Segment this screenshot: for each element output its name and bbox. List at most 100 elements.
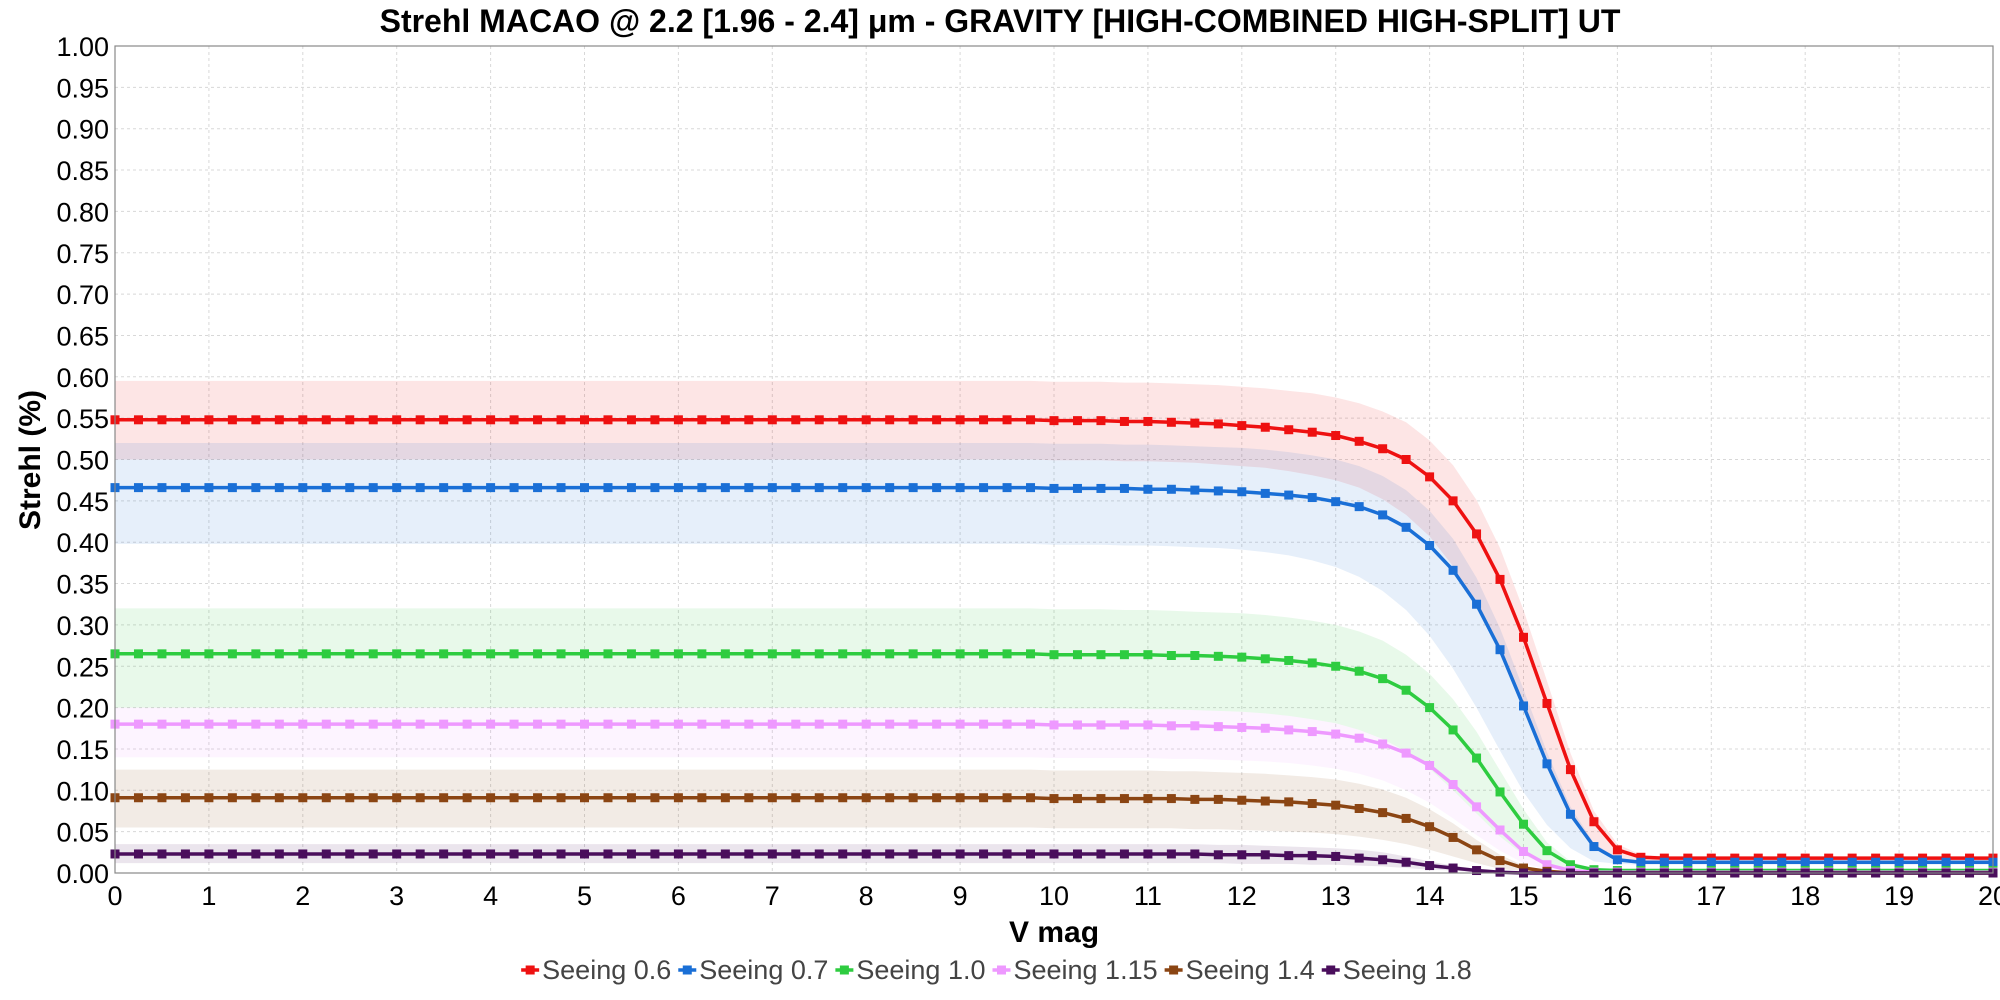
data-point bbox=[462, 649, 472, 659]
data-point bbox=[157, 793, 167, 803]
data-point bbox=[1519, 863, 1528, 873]
y-tick-label: 0.55 bbox=[56, 404, 109, 434]
data-point bbox=[955, 719, 965, 729]
data-point bbox=[1824, 857, 1834, 867]
data-point bbox=[462, 415, 472, 425]
data-point bbox=[556, 649, 566, 659]
data-point bbox=[979, 793, 989, 803]
x-tick-label: 4 bbox=[483, 881, 498, 911]
data-point bbox=[1002, 849, 1012, 859]
data-point bbox=[744, 849, 754, 859]
data-point bbox=[1941, 857, 1951, 867]
data-point bbox=[814, 415, 824, 425]
plot-frame bbox=[114, 45, 1994, 874]
data-point bbox=[580, 649, 589, 659]
data-point bbox=[1307, 799, 1317, 809]
data-point bbox=[227, 793, 237, 803]
data-point bbox=[1519, 819, 1528, 829]
x-tick-label: 19 bbox=[1884, 881, 1914, 911]
data-point bbox=[533, 483, 543, 493]
data-point bbox=[1495, 645, 1505, 655]
data-point bbox=[1166, 417, 1176, 427]
data-point bbox=[1307, 658, 1317, 668]
data-point bbox=[838, 793, 848, 803]
data-point bbox=[486, 793, 496, 803]
y-axis-label: Strehl (%) bbox=[14, 390, 47, 530]
data-point bbox=[580, 483, 589, 493]
data-point bbox=[1072, 849, 1082, 859]
data-point bbox=[885, 719, 895, 729]
data-point bbox=[1284, 725, 1294, 735]
legend-item: Seeing 1.8 bbox=[1321, 955, 1472, 985]
data-point bbox=[1730, 857, 1740, 867]
data-point bbox=[814, 483, 824, 493]
data-point bbox=[932, 483, 942, 493]
data-point bbox=[908, 483, 918, 493]
data-point bbox=[1237, 795, 1247, 805]
legend-item: Seeing 0.7 bbox=[678, 955, 828, 985]
legend-label: Seeing 1.4 bbox=[1186, 955, 1315, 985]
x-tick-label: 2 bbox=[295, 881, 310, 911]
data-point bbox=[157, 483, 167, 493]
data-point bbox=[345, 649, 355, 659]
data-point bbox=[1425, 472, 1435, 482]
data-point bbox=[392, 793, 402, 803]
data-point bbox=[1495, 867, 1505, 877]
data-point bbox=[626, 649, 636, 659]
data-point bbox=[1096, 416, 1106, 426]
data-point bbox=[1119, 483, 1129, 493]
axis-ticks: 012345678910111213141516171819200.000.05… bbox=[56, 32, 2000, 911]
legend-item: Seeing 0.6 bbox=[521, 955, 671, 985]
data-point bbox=[1096, 794, 1106, 804]
data-point bbox=[1331, 729, 1341, 739]
x-tick-label: 3 bbox=[389, 881, 404, 911]
data-point bbox=[1965, 857, 1975, 867]
data-point bbox=[1331, 661, 1341, 671]
data-point bbox=[650, 849, 660, 859]
data-point bbox=[1190, 849, 1200, 859]
data-point bbox=[885, 415, 895, 425]
y-tick-label: 0.80 bbox=[56, 197, 109, 227]
data-point bbox=[861, 415, 871, 425]
data-point bbox=[1425, 861, 1435, 871]
data-point bbox=[932, 793, 942, 803]
x-tick-label: 8 bbox=[859, 881, 874, 911]
data-point bbox=[180, 719, 190, 729]
data-point bbox=[345, 849, 355, 859]
data-point bbox=[368, 483, 378, 493]
data-point bbox=[908, 649, 918, 659]
data-point bbox=[1166, 484, 1176, 494]
data-point bbox=[1213, 651, 1223, 661]
x-tick-label: 0 bbox=[107, 881, 122, 911]
data-point bbox=[1331, 497, 1341, 507]
data-point bbox=[814, 849, 824, 859]
series-1 bbox=[110, 483, 1998, 867]
data-point bbox=[1307, 493, 1317, 503]
data-point bbox=[1026, 415, 1036, 425]
data-point bbox=[626, 793, 636, 803]
legend-swatch-marker bbox=[996, 965, 1006, 975]
data-point bbox=[580, 793, 589, 803]
data-point bbox=[1260, 850, 1270, 860]
data-point bbox=[1213, 794, 1223, 804]
data-point bbox=[1636, 857, 1646, 867]
x-tick-label: 9 bbox=[953, 881, 968, 911]
data-point bbox=[298, 719, 308, 729]
data-point bbox=[1753, 857, 1763, 867]
data-point bbox=[392, 483, 402, 493]
data-point bbox=[1425, 760, 1435, 770]
data-point bbox=[1495, 856, 1505, 866]
legend-item: Seeing 1.4 bbox=[1164, 955, 1315, 985]
data-point bbox=[1213, 850, 1223, 860]
data-point bbox=[1284, 797, 1294, 807]
data-point bbox=[767, 649, 777, 659]
data-point bbox=[509, 483, 519, 493]
data-point bbox=[838, 849, 848, 859]
data-point bbox=[204, 649, 214, 659]
y-tick-label: 0.00 bbox=[56, 859, 109, 889]
data-point bbox=[1425, 703, 1435, 713]
data-point bbox=[1119, 416, 1129, 426]
data-point bbox=[1190, 418, 1200, 428]
data-point bbox=[955, 415, 965, 425]
data-point bbox=[720, 415, 730, 425]
